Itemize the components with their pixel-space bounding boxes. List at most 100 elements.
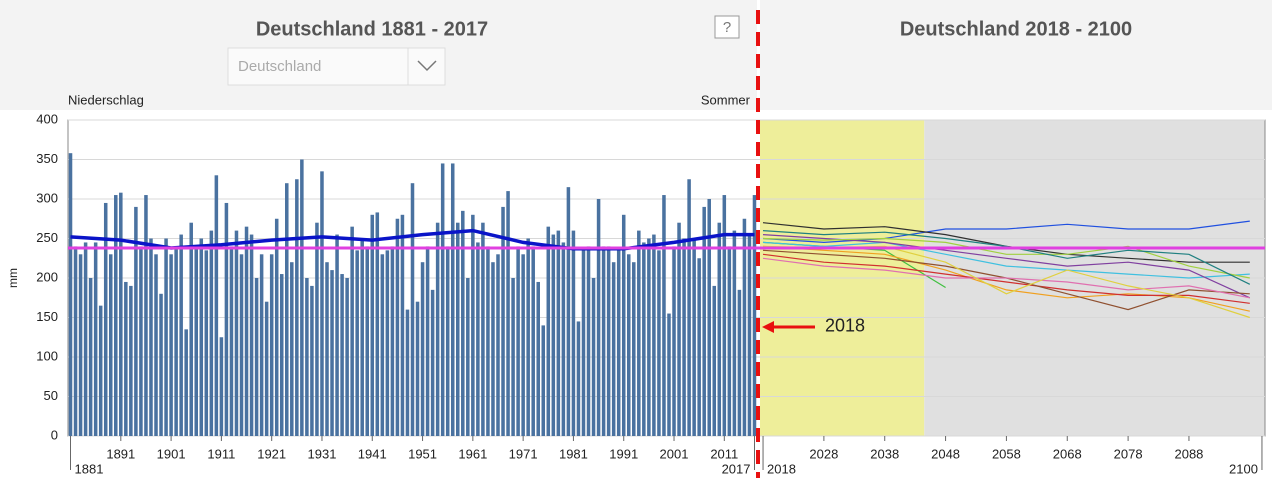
bar [722, 195, 727, 436]
help-button[interactable]: ? [714, 15, 740, 39]
bar [380, 254, 385, 436]
bar [682, 238, 686, 436]
bar [576, 321, 581, 436]
x-tick-label: 2058 [992, 446, 1021, 461]
bar [521, 254, 525, 436]
bar [647, 238, 651, 436]
x-tick-label: 2028 [809, 446, 838, 461]
bar [637, 230, 641, 436]
y-tick-label: 300 [36, 190, 58, 205]
x-tick-label: 1891 [106, 446, 135, 461]
bar [501, 206, 505, 436]
dropdown-text: Deutschland [238, 58, 321, 75]
y-tick-label: 150 [36, 309, 58, 324]
x-tick-label: 1941 [358, 446, 387, 461]
x-tick-label: 2001 [660, 446, 689, 461]
bar [556, 230, 561, 436]
bar [732, 230, 737, 436]
bar [209, 230, 214, 436]
bar [114, 195, 118, 436]
x-tick-label: 1921 [257, 446, 286, 461]
bar [491, 262, 495, 436]
help-box[interactable] [714, 15, 740, 39]
x-tick-label: 2038 [870, 446, 899, 461]
bar [667, 313, 671, 436]
header-bg [760, 0, 1272, 110]
bar [425, 246, 430, 436]
bar [496, 254, 500, 436]
bar [541, 325, 546, 436]
bar [702, 206, 706, 436]
bar [310, 285, 314, 436]
bar [727, 246, 732, 436]
arrow-head [762, 320, 774, 333]
y-tick-label: 50 [44, 388, 58, 403]
season-label: Sommer [701, 92, 751, 107]
bar [315, 222, 319, 436]
bar [199, 238, 204, 436]
bar [395, 218, 400, 436]
bar [375, 212, 380, 436]
x-tick-label: 2068 [1053, 446, 1082, 461]
bar [189, 222, 193, 436]
bar [632, 262, 636, 436]
right-title: Deutschland 2018 - 2100 [900, 18, 1132, 40]
bar [320, 171, 324, 436]
dropdown-box[interactable] [227, 47, 446, 86]
bar [234, 230, 239, 436]
bar [239, 254, 244, 436]
bar [300, 159, 304, 436]
bar [139, 246, 143, 436]
bar [254, 278, 259, 436]
x-tick-label: 1991 [609, 446, 638, 461]
bar [340, 274, 344, 436]
x-tick-label: 2078 [1114, 446, 1143, 461]
bar [536, 281, 540, 436]
bar [98, 305, 103, 436]
bar [214, 175, 219, 437]
x-tick-label: 1951 [408, 446, 437, 461]
x-tick-label: 1981 [559, 446, 588, 461]
bar [83, 242, 88, 436]
bar [707, 199, 711, 436]
bar [88, 278, 93, 436]
bar [611, 262, 616, 436]
bar [626, 254, 631, 436]
bar [531, 246, 535, 436]
x-edge-label: 2018 [767, 461, 796, 476]
bar [325, 262, 329, 436]
x-edge-label: 2100 [1229, 461, 1258, 476]
bar [385, 250, 390, 436]
bar [219, 337, 224, 436]
bar [264, 301, 269, 436]
ensemble-line [762, 237, 1250, 279]
bar [511, 278, 515, 436]
bar [450, 163, 455, 436]
x-tick-label: 1911 [207, 446, 235, 461]
bar [194, 246, 199, 436]
bar [586, 246, 591, 436]
help-text: ? [723, 19, 731, 36]
ensemble-line [762, 241, 1250, 279]
bar [124, 281, 128, 436]
bar [445, 246, 450, 436]
dropdown[interactable]: Deutschland [227, 47, 446, 86]
bar [456, 222, 460, 436]
bar [335, 234, 339, 436]
y-axis-label: mm [6, 268, 20, 288]
bar [244, 226, 249, 436]
y-tick-label: 350 [36, 151, 58, 166]
y-tick-label: 400 [36, 111, 58, 126]
bar [159, 293, 163, 436]
bar [571, 230, 576, 436]
bar [742, 218, 747, 436]
bar [154, 254, 158, 436]
bar [420, 262, 425, 436]
bar [285, 183, 289, 436]
y-tick-label: 200 [36, 269, 58, 284]
bar [78, 254, 83, 436]
bar [466, 278, 470, 436]
bar [697, 258, 701, 436]
bar [345, 278, 349, 436]
x-edge-label: 1881 [75, 461, 104, 476]
